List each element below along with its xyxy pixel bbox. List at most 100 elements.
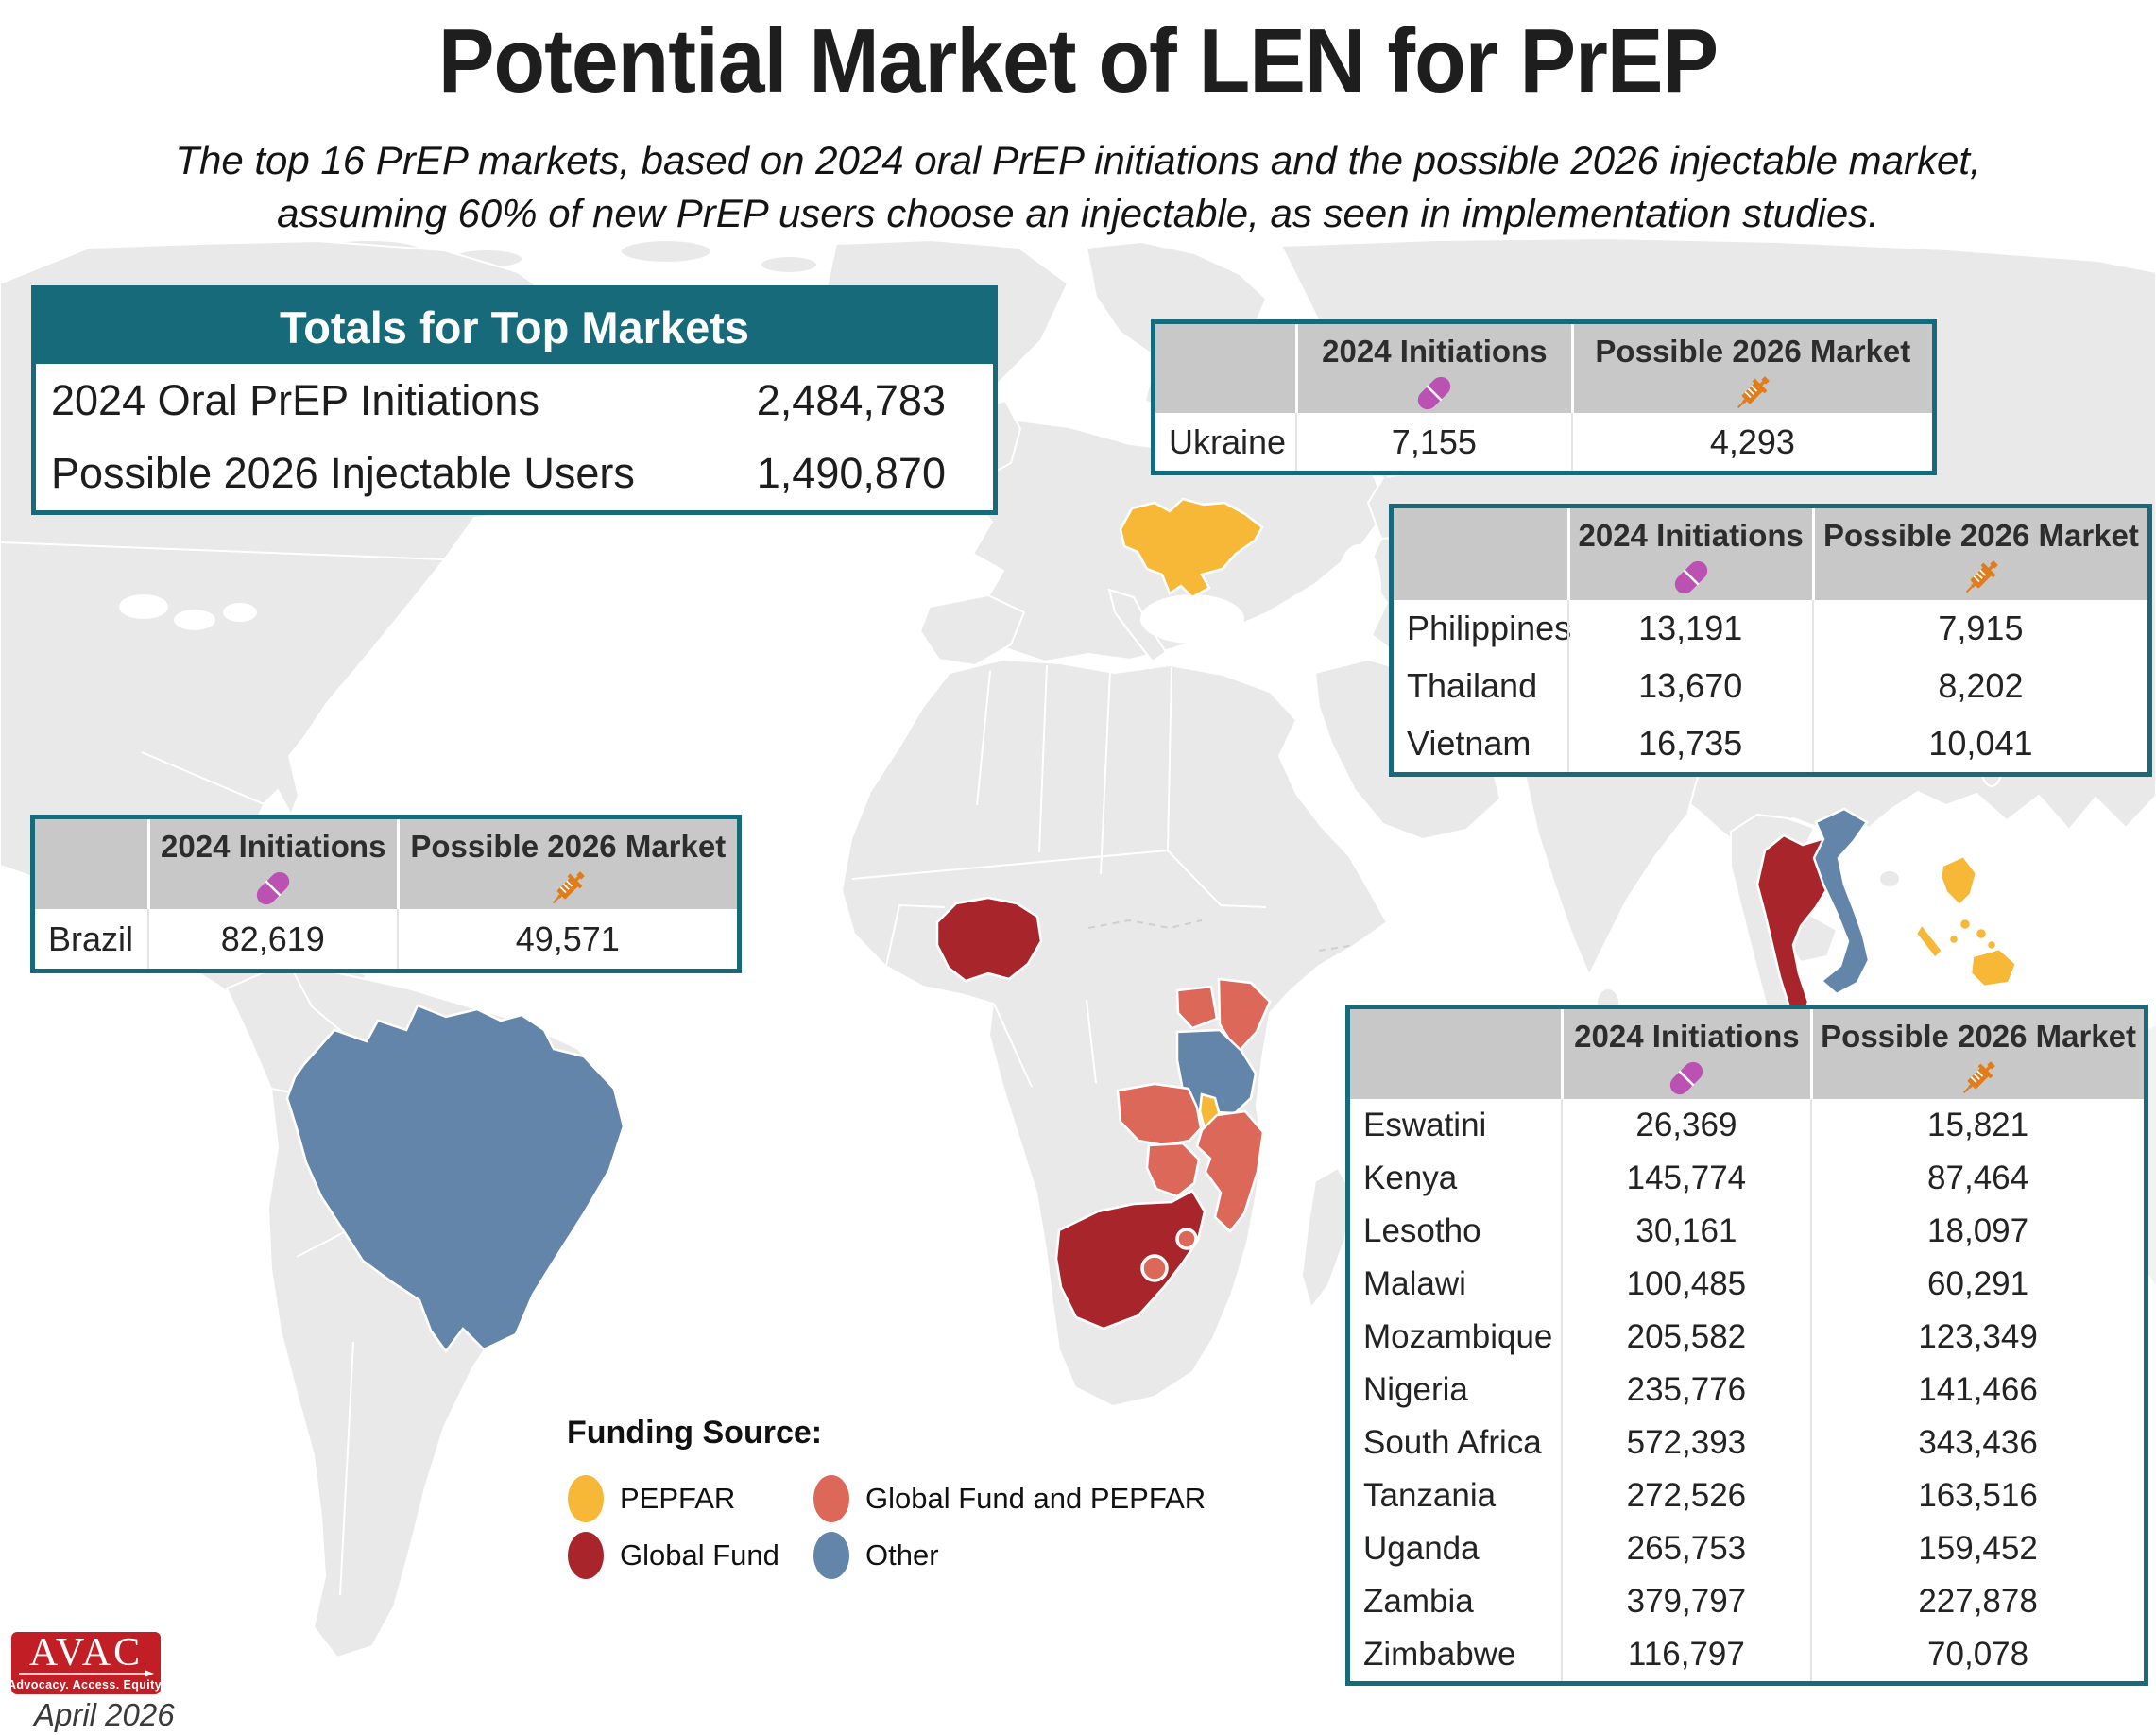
pill-icon bbox=[1665, 1056, 1708, 1100]
table-header-row: 2024 Initiations Possible 2026 Market bbox=[1155, 324, 1932, 415]
table-row: Mozambique 205,582 123,349 bbox=[1350, 1311, 2144, 1364]
empty-header-cell bbox=[1350, 1009, 1561, 1100]
row-label: Brazil bbox=[48, 919, 134, 958]
row-label: Lesotho bbox=[1363, 1212, 1481, 1249]
legend-item-global-fund: Global Fund bbox=[567, 1527, 792, 1584]
table-body: Eswatini 26,369 15,821 Kenya 145,774 87,464 Le… bbox=[1350, 1099, 2144, 1681]
table-header-row: 2024 Initiations Possible 2026 Market bbox=[35, 819, 737, 910]
ukraine-table: 2024 Initiations Possible 2026 Market Uk… bbox=[1151, 319, 1937, 475]
pill-icon bbox=[1669, 556, 1713, 599]
map-country-mozambique bbox=[1195, 1109, 1265, 1233]
row-value: 26,369 bbox=[1560, 1099, 1811, 1152]
row-value: 235,776 bbox=[1560, 1364, 1811, 1417]
row-value: 7,155 bbox=[1294, 413, 1571, 471]
row-value: 15,821 bbox=[1810, 1099, 2144, 1152]
initiations-header-label: 2024 Initiations bbox=[1322, 334, 1548, 369]
row-value: 205,582 bbox=[1560, 1311, 1811, 1364]
brazil-table: 2024 Initiations Possible 2026 Market Br… bbox=[30, 815, 742, 973]
pill-icon bbox=[251, 867, 295, 910]
totals-table: Totals for Top Markets 2024 Oral PrEP In… bbox=[31, 285, 998, 515]
pill-icon bbox=[1412, 371, 1456, 415]
legend-label: Global Fund and PEPFAR bbox=[865, 1482, 1206, 1515]
row-label: Malawi bbox=[1363, 1265, 1466, 1302]
row-label: Uganda bbox=[1363, 1530, 1480, 1567]
table-row: Ukraine 7,155 4,293 bbox=[1155, 413, 1932, 471]
row-label: Tanzania bbox=[1363, 1477, 1497, 1514]
subtitle-line-2: assuming 60% of new PrEP users choose an… bbox=[277, 191, 1879, 235]
map-country-brazil bbox=[285, 1004, 625, 1354]
row-value: 227,878 bbox=[1810, 1575, 2144, 1628]
map-country-uganda bbox=[1175, 985, 1219, 1030]
map-country-eswatini bbox=[1175, 1228, 1198, 1250]
map-country-zambia bbox=[1116, 1082, 1203, 1147]
table-row: Possible 2026 Injectable Users 1,490,870 bbox=[36, 438, 993, 511]
table-row: Kenya 145,774 87,464 bbox=[1350, 1152, 2144, 1205]
empty-header-cell bbox=[35, 819, 147, 910]
table-row: Zambia 379,797 227,878 bbox=[1350, 1575, 2144, 1628]
row-value: 163,516 bbox=[1810, 1469, 2144, 1522]
market-header-label: Possible 2026 Market bbox=[1821, 1019, 2137, 1054]
syringe-icon bbox=[546, 867, 590, 910]
row-value: 16,735 bbox=[1566, 714, 1812, 773]
table-row: Thailand 13,670 8,202 bbox=[1394, 657, 2147, 715]
avac-logo: AVAC Advocacy. Access. Equity. bbox=[8, 1631, 164, 1694]
table-header-row: 2024 Initiations Possible 2026 Market bbox=[1394, 508, 2147, 600]
table-row: Uganda 265,753 159,452 bbox=[1350, 1522, 2144, 1575]
syringe-icon bbox=[1959, 556, 2003, 599]
initiations-header-label: 2024 Initiations bbox=[1574, 1019, 1800, 1054]
table-row: Brazil 82,619 49,571 bbox=[35, 909, 737, 969]
row-label: Ukraine bbox=[1169, 421, 1287, 461]
market-header-cell: Possible 2026 Market bbox=[1810, 1009, 2144, 1100]
market-header-cell: Possible 2026 Market bbox=[396, 819, 737, 910]
row-value: 7,915 bbox=[1811, 600, 2147, 658]
legend-item-other: Other bbox=[813, 1527, 1206, 1584]
legend-label: Other bbox=[865, 1538, 939, 1572]
row-value: 2,484,783 bbox=[756, 375, 946, 424]
legend-label: Global Fund bbox=[620, 1538, 779, 1572]
row-label: Mozambique bbox=[1363, 1318, 1553, 1355]
row-value: 87,464 bbox=[1810, 1152, 2144, 1205]
initiations-header-label: 2024 Initiations bbox=[161, 829, 386, 864]
row-value: 343,436 bbox=[1810, 1417, 2144, 1469]
map-country-south-africa bbox=[1054, 1189, 1206, 1331]
pepfar-swatch-icon bbox=[568, 1475, 604, 1522]
map-madagascar bbox=[1300, 1166, 1353, 1311]
row-value: 100,485 bbox=[1560, 1258, 1811, 1311]
table-row: Tanzania 272,526 163,516 bbox=[1350, 1469, 2144, 1522]
row-value: 123,349 bbox=[1810, 1311, 2144, 1364]
legend-label: PEPFAR bbox=[620, 1482, 736, 1515]
initiations-header-cell: 2024 Initiations bbox=[1294, 324, 1571, 415]
row-value: 82,619 bbox=[146, 909, 397, 969]
totals-table-body: 2024 Oral PrEP Initiations 2,484,783 Possi… bbox=[36, 364, 993, 510]
row-value: 141,466 bbox=[1810, 1364, 2144, 1417]
map-country-nigeria bbox=[935, 896, 1043, 983]
row-value: 49,571 bbox=[396, 909, 737, 969]
row-value: 18,097 bbox=[1810, 1205, 2144, 1258]
table-body: Brazil 82,619 49,571 bbox=[35, 909, 737, 969]
subtitle-line-1: The top 16 PrEP markets, based on 2024 o… bbox=[175, 138, 1981, 182]
table-row: Philippines 13,191 7,915 bbox=[1394, 600, 2147, 658]
row-label: Thailand bbox=[1407, 666, 1538, 705]
funding-legend: Funding Source: PEPFAR Global Fund bbox=[567, 1415, 1206, 1584]
row-label: Possible 2026 Injectable Users bbox=[51, 449, 635, 498]
row-label: 2024 Oral PrEP Initiations bbox=[51, 375, 539, 424]
table-row: Lesotho 30,161 18,097 bbox=[1350, 1205, 2144, 1258]
initiations-header-cell: 2024 Initiations bbox=[1560, 1009, 1811, 1100]
market-header-cell: Possible 2026 Market bbox=[1570, 324, 1932, 415]
row-label: Kenya bbox=[1363, 1160, 1458, 1196]
market-header-cell: Possible 2026 Market bbox=[1811, 508, 2147, 600]
table-row: Vietnam 16,735 10,041 bbox=[1394, 714, 2147, 773]
row-value: 8,202 bbox=[1811, 657, 2147, 715]
map-country-vietnam bbox=[1812, 807, 1871, 996]
row-value: 116,797 bbox=[1560, 1628, 1811, 1681]
avac-logo-name: AVAC bbox=[28, 1631, 144, 1675]
map-country-tanzania bbox=[1175, 1028, 1258, 1115]
syringe-icon bbox=[1731, 371, 1774, 415]
publication-date: April 2026 bbox=[34, 1697, 175, 1732]
avac-arrow-icon bbox=[19, 1670, 154, 1677]
map-country-philippines bbox=[1914, 854, 2018, 988]
row-label: Zimbabwe bbox=[1363, 1636, 1516, 1673]
row-value: 159,452 bbox=[1810, 1522, 2144, 1575]
legend-item-pepfar: PEPFAR bbox=[567, 1470, 792, 1527]
